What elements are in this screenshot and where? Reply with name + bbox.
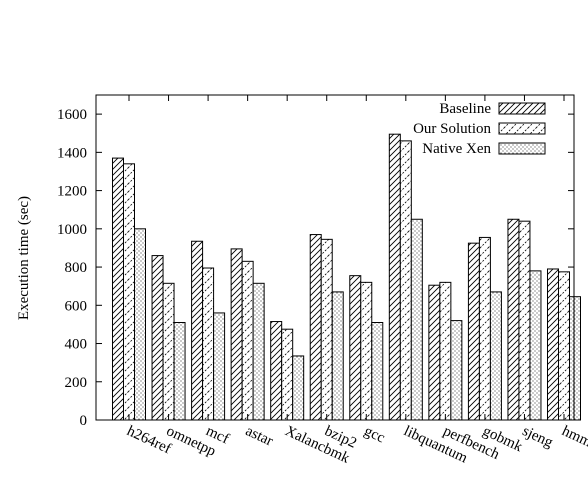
legend: Baseline Our Solution Native Xen (413, 101, 546, 157)
bar-baseline-h264ref (112, 157, 124, 421)
legend-swatch (498, 122, 546, 135)
bar-native-xen-bzip2 (331, 291, 344, 421)
bar-native-xen-gobmk (489, 291, 502, 421)
y-tick-label: 1200 (57, 184, 87, 200)
y-tick-label: 1000 (57, 222, 87, 238)
bar-baseline-libquantum (388, 133, 401, 421)
bar-native-xen-sjeng (529, 270, 542, 421)
bar-baseline-astar (230, 248, 243, 421)
y-tick-label: 800 (65, 260, 88, 276)
legend-label: Baseline (439, 101, 491, 117)
y-tick-label: 200 (65, 375, 88, 391)
bar-our-solution-hmmer (558, 271, 570, 421)
bar-our-solution-mcf (202, 267, 215, 421)
bar-baseline-sjeng (507, 218, 520, 421)
bar-baseline-xalancbmk (270, 321, 283, 421)
y-tick-label: 1600 (57, 107, 87, 123)
y-tick-label: 1400 (57, 145, 87, 161)
x-tick-label: hmmer (559, 423, 588, 455)
bar-native-xen-libquantum (410, 218, 423, 421)
legend-swatch (498, 102, 546, 115)
x-tick-label: gcc (362, 423, 388, 446)
bar-native-xen-hmmer (569, 296, 581, 421)
bar-baseline-gobmk (467, 242, 480, 421)
bar-our-solution-sjeng (518, 220, 531, 421)
bar-baseline-mcf (191, 240, 204, 421)
x-tick-label: astar (243, 423, 275, 449)
bar-native-xen-xalancbmk (292, 355, 305, 421)
legend-label: Native Xen (422, 141, 491, 157)
bar-baseline-bzip2 (309, 234, 322, 421)
legend-label: Our Solution (413, 121, 491, 137)
bar-native-xen-h264ref (134, 228, 146, 421)
bar-baseline-omnetpp (151, 255, 164, 421)
bars (112, 133, 581, 421)
bar-native-xen-mcf (213, 312, 226, 421)
bar-our-solution-bzip2 (320, 238, 333, 421)
bar-our-solution-xalancbmk (281, 328, 294, 421)
y-axis-label: Execution time (sec) (16, 196, 32, 320)
bar-our-solution-h264ref (123, 163, 135, 421)
bar-baseline-hmmer (547, 268, 559, 421)
plot-frame (95, 94, 575, 421)
legend-swatch (498, 142, 546, 155)
x-tick-label: h264ref (124, 423, 173, 457)
bar-baseline-perfbench (428, 284, 441, 421)
y-tick-label: 400 (65, 337, 88, 353)
y-tick-label: 600 (65, 298, 88, 314)
y-axis-ticks: 0 200 400 600 800 1000 1200 1400 1600 (57, 107, 574, 429)
bar-our-solution-gobmk (478, 236, 491, 421)
bar-native-xen-omnetpp (173, 322, 186, 421)
bar-our-solution-astar (241, 260, 254, 421)
bar-our-solution-gcc (360, 281, 373, 421)
bar-baseline-gcc (349, 275, 362, 421)
bar-native-xen-perfbench (450, 320, 463, 421)
bar-our-solution-omnetpp (162, 282, 175, 421)
x-tick-label: sjeng (520, 423, 556, 451)
bar-our-solution-libquantum (399, 140, 412, 421)
bar-native-xen-astar (252, 282, 265, 421)
bar-native-xen-gcc (371, 322, 384, 421)
bar-our-solution-perfbench (439, 281, 452, 421)
y-tick-label: 0 (80, 413, 88, 429)
